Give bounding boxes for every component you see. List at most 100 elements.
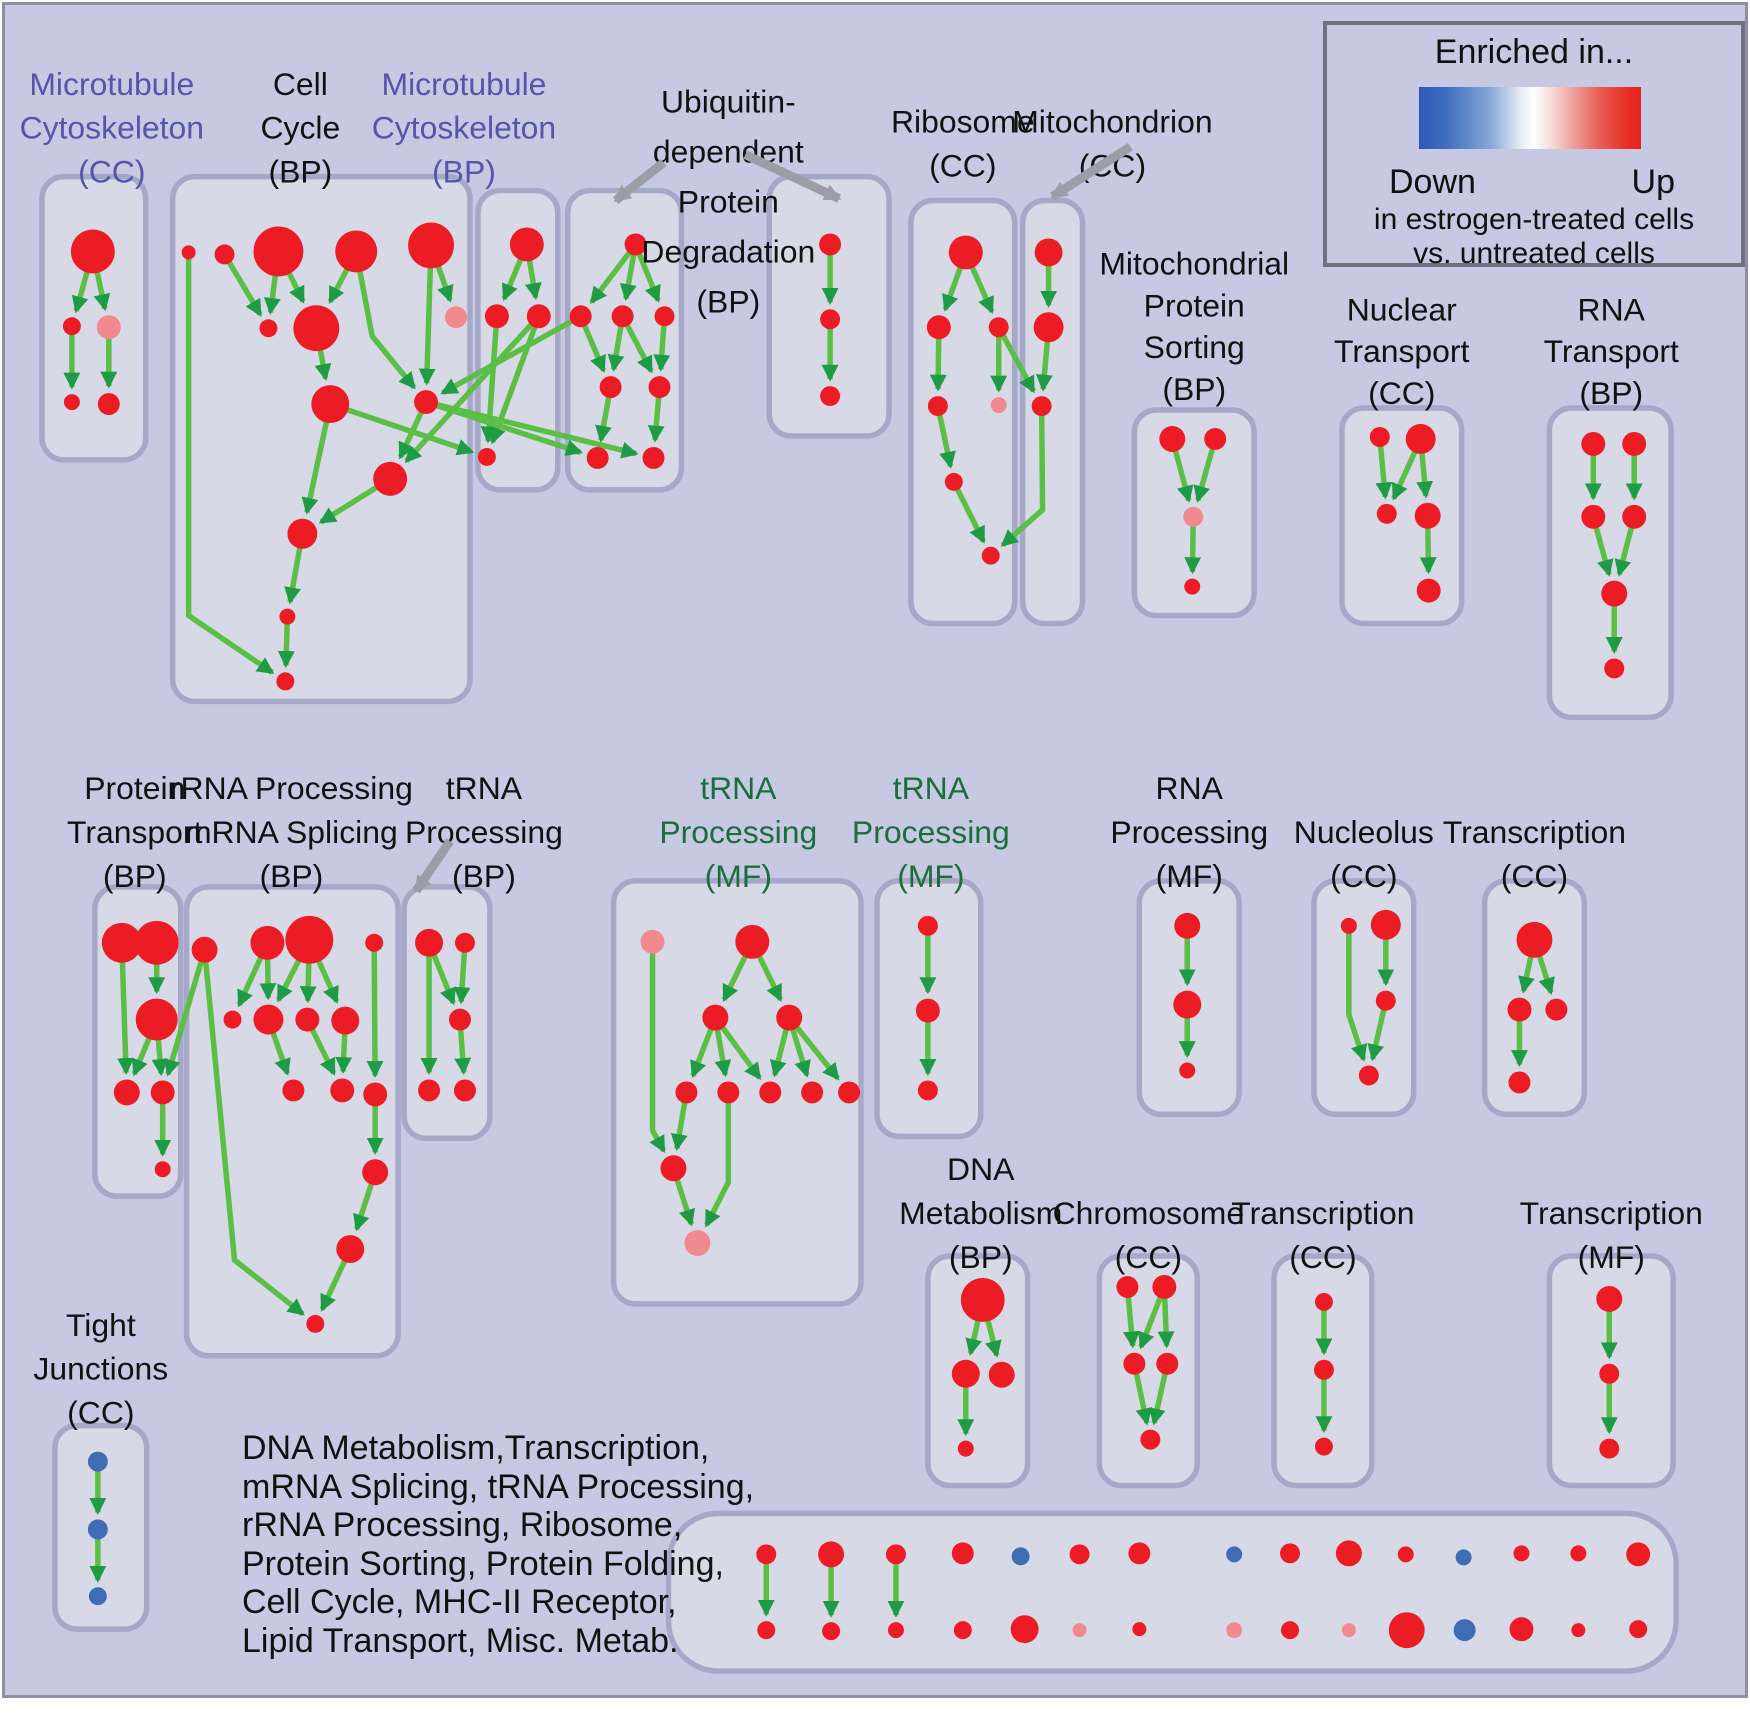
cluster-label-transcription-cc-a: (CC) xyxy=(1501,858,1568,894)
go-term-node-bt1 xyxy=(756,1544,777,1565)
go-term-node-bb11 xyxy=(1388,1612,1425,1649)
go-term-node-bb2 xyxy=(822,1622,841,1641)
go-term-node-q11 xyxy=(363,1082,388,1107)
go-term-node-r6 xyxy=(944,472,963,491)
cluster-label-trna-mf-2: tRNA xyxy=(893,770,970,806)
go-term-node-v3 xyxy=(820,386,841,407)
legend-up-label: Up xyxy=(1631,163,1675,201)
go-term-node-d1 xyxy=(960,1277,1005,1322)
cluster-label-nuclear-transport: Nuclear xyxy=(1347,291,1457,327)
go-term-node-bt9 xyxy=(1280,1543,1300,1564)
go-term-node-b2 xyxy=(214,244,235,265)
legend-title: Enriched in... xyxy=(1434,33,1634,71)
cluster-box-nuclear-transport xyxy=(1339,405,1465,627)
go-term-node-u6 xyxy=(648,376,671,399)
edge-b10-u8 xyxy=(425,399,639,459)
go-term-node-d2 xyxy=(951,1359,980,1388)
cluster-label-transcription-mf: Transcription xyxy=(1520,1195,1703,1231)
note-line: rRNA Processing, Ribosome, xyxy=(242,1506,683,1544)
go-term-node-y2 xyxy=(1173,990,1202,1019)
go-term-node-w9 xyxy=(838,1081,861,1104)
cluster-label-mito-sorting: (BP) xyxy=(1162,371,1226,407)
go-term-node-r4 xyxy=(927,396,948,417)
edge-r3-m3 xyxy=(996,325,1036,394)
cluster-label-mitochondrion: Mitochondrion xyxy=(1012,104,1212,140)
go-term-node-nt5 xyxy=(1416,578,1441,603)
edge-w1-w10 xyxy=(649,941,667,1154)
cluster-label-dna-metabolism: DNA xyxy=(947,1151,1015,1187)
go-term-node-rt1 xyxy=(1581,431,1606,456)
go-term-node-bb5 xyxy=(1010,1615,1039,1644)
cluster-label-rna-transport: (BP) xyxy=(1579,375,1643,411)
go-term-node-s4 xyxy=(1184,578,1201,595)
cluster-label-chromosome: (CC) xyxy=(1115,1239,1182,1275)
cluster-label-cell-cycle: (BP) xyxy=(268,154,332,190)
go-term-node-nt2 xyxy=(1405,424,1436,454)
go-term-node-z3 xyxy=(1375,990,1396,1011)
label-pointer-arrow-1 xyxy=(743,150,842,203)
go-term-node-bt15 xyxy=(1626,1542,1651,1567)
go-term-node-q13 xyxy=(336,1235,365,1264)
go-term-node-rt6 xyxy=(1604,658,1625,679)
cluster-label-transcription-cc-b: (CC) xyxy=(1289,1239,1356,1275)
go-term-node-rt3 xyxy=(1581,504,1606,529)
go-term-node-t5 xyxy=(453,1079,476,1102)
cluster-label-trna-mf-1: (MF) xyxy=(705,858,772,894)
go-term-node-bb13 xyxy=(1509,1617,1534,1642)
go-term-node-p2 xyxy=(134,920,179,965)
cluster-label-mt-bp: (BP) xyxy=(432,154,496,190)
cluster-label-transcription-cc-b: Transcription xyxy=(1231,1195,1414,1231)
go-term-node-b10 xyxy=(414,390,439,415)
cluster-label-tight-junctions: Tight xyxy=(66,1307,136,1343)
go-term-node-c4 xyxy=(477,447,496,466)
go-term-node-r1 xyxy=(948,235,983,270)
cluster-label-rrna-mrna: mRNA Splicing xyxy=(185,814,398,850)
go-term-node-ta3 xyxy=(1545,998,1568,1021)
misc-cluster-note: DNA Metabolism,Transcription, mRNA Splic… xyxy=(242,1429,754,1660)
go-term-node-h2 xyxy=(87,1519,108,1540)
edge-b9-c4 xyxy=(329,401,475,456)
go-term-node-bt7 xyxy=(1128,1542,1151,1565)
cluster-label-rna-proc-mf: Processing xyxy=(1110,814,1268,850)
cluster-label-nucleolus: Nucleolus xyxy=(1294,814,1434,850)
cluster-label-rrna-mrna: rRNA Processing xyxy=(170,770,413,806)
note-line: mRNA Splicing, tRNA Processing, xyxy=(242,1467,755,1506)
cluster-box-rrna-mrna xyxy=(183,884,401,1359)
go-term-node-b5 xyxy=(408,222,454,269)
label-pointer-arrow-3 xyxy=(412,838,454,894)
go-term-node-q5 xyxy=(223,1010,242,1029)
cluster-label-rna-proc-mf: RNA xyxy=(1156,770,1224,806)
go-term-node-w4 xyxy=(776,1004,803,1031)
cluster-label-ubiq-a: (BP) xyxy=(696,283,760,319)
go-term-node-b13 xyxy=(279,608,296,625)
cluster-box-ubiq-b xyxy=(766,173,892,439)
cluster-label-protein-transport: Transport xyxy=(67,814,202,850)
go-term-node-bb7 xyxy=(1132,1622,1147,1637)
cluster-label-ubiq-a: Ubiquitin- xyxy=(661,84,796,120)
legend-gradient-bar xyxy=(1419,87,1641,149)
cluster-label-tight-junctions: (CC) xyxy=(67,1395,134,1431)
go-term-node-rt5 xyxy=(1601,580,1628,607)
go-term-node-b9 xyxy=(311,385,350,424)
go-term-node-w8 xyxy=(801,1081,824,1104)
go-term-node-bt4 xyxy=(951,1542,974,1565)
cluster-label-trna-mf-1: Processing xyxy=(659,814,817,850)
cluster-label-mito-sorting: Protein xyxy=(1144,287,1245,323)
go-term-node-r5 xyxy=(990,397,1007,414)
note-line: Lipid Transport, Misc. Metab. xyxy=(242,1621,679,1660)
label-pointer-arrow-2 xyxy=(1050,142,1133,201)
go-term-node-bb8 xyxy=(1226,1622,1243,1639)
go-term-node-t2 xyxy=(454,932,475,953)
go-term-node-e3 xyxy=(1123,1352,1146,1375)
go-term-node-f2 xyxy=(1313,1359,1334,1380)
go-term-node-t3 xyxy=(449,1008,471,1031)
cluster-label-trna-mf-2: Processing xyxy=(852,814,1010,850)
go-term-node-nt4 xyxy=(1414,502,1441,529)
go-term-node-rt4 xyxy=(1622,504,1647,529)
go-term-node-p1 xyxy=(101,922,142,963)
label-pointer-arrow-0 xyxy=(612,159,667,205)
go-term-node-q9 xyxy=(282,1079,305,1102)
go-term-node-b3 xyxy=(253,226,304,277)
cluster-label-transcription-mf: (MF) xyxy=(1578,1239,1645,1275)
go-term-node-bt5 xyxy=(1011,1547,1030,1566)
